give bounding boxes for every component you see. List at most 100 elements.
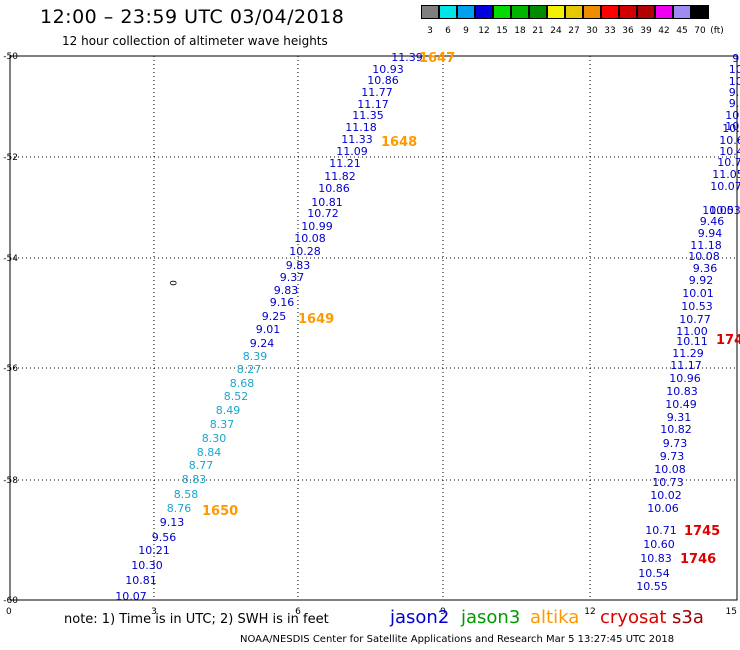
swh-value: 8.39 [243, 350, 268, 363]
legend-label: 15 [496, 26, 508, 36]
swh-value: 11.35 [352, 109, 384, 122]
swh-value: 10.72 [307, 207, 339, 220]
swh-value: 9.31 [667, 411, 692, 424]
legend-swatch [457, 5, 475, 19]
swh-value: 8.27 [237, 363, 262, 376]
swh-value: 10.21 [138, 544, 170, 557]
legend-label: 42 [658, 26, 670, 36]
swh-value: 9.36 [693, 262, 718, 275]
y-tick-label: -50 [3, 52, 18, 62]
swh-value: 10.08 [654, 463, 686, 476]
footnote: note: 1) Time is in UTC; 2) SWH is in fe… [64, 612, 329, 627]
swh-value: 9.01 [256, 323, 281, 336]
swh-value: 9.25 [262, 310, 287, 323]
x-tick-label: 15 [726, 607, 737, 617]
legend-label: 24 [550, 26, 562, 36]
legend-label: 3 [427, 26, 433, 36]
swh-value: 10.64 [719, 134, 740, 147]
swh-value: 10.45 [725, 120, 740, 133]
legend-swatch [439, 5, 457, 19]
swh-value: 11.77 [361, 86, 393, 99]
swh-value: 10.77 [679, 313, 711, 326]
swh-value: 10.02 [650, 489, 682, 502]
swh-value: 9.16 [270, 296, 295, 309]
x-tick-label: 0 [6, 607, 12, 617]
legend-swatch [529, 5, 547, 19]
legend-label: 12 [478, 26, 490, 36]
legend-label: 6 [445, 26, 451, 36]
satellite-altika: altika [530, 607, 580, 628]
time-label: 1745 [684, 524, 720, 539]
swh-value: 9.37 [280, 271, 305, 284]
legend-label: 9 [463, 26, 469, 36]
swh-value: 10.06 [647, 502, 679, 515]
swh-value: 9.24 [250, 337, 275, 350]
swh-value: 9.76 [729, 86, 740, 99]
satellite-jason2: jason2 [390, 607, 450, 628]
satellite-jason3: jason3 [461, 607, 521, 628]
legend-swatch [673, 5, 691, 19]
swh-value: 9.73 [660, 450, 685, 463]
swh-value: 10.86 [367, 74, 399, 87]
swh-value: 8.52 [224, 390, 249, 403]
swh-value: 10.00 [702, 204, 734, 217]
time-label: 1650 [202, 504, 238, 519]
time-label: 1648 [381, 135, 417, 150]
swh-value: 10.60 [643, 538, 675, 551]
swh-value: 8.77 [189, 459, 214, 472]
swh-value: 11.17 [670, 359, 702, 372]
legend-label: 27 [568, 26, 580, 36]
y-tick-label: -60 [3, 596, 18, 606]
swh-value: 10.77 [725, 109, 740, 122]
legend-swatch [583, 5, 601, 19]
swh-value: 10.49 [665, 398, 697, 411]
time-label: 1649 [298, 312, 334, 327]
swh-value: 11.39 [391, 51, 423, 64]
swh-value: 8.37 [210, 418, 235, 431]
swh-value: 9.13 [160, 516, 185, 529]
swh-value: 9.83 [286, 259, 311, 272]
swh-value: 10.71 [645, 524, 677, 537]
swh-value: 10.55 [636, 580, 668, 593]
swh-value: 10.53 [681, 300, 713, 313]
swh-value: 11.29 [672, 347, 704, 360]
legend-swatch [475, 5, 493, 19]
swh-value: 10.53 [709, 204, 740, 217]
swh-value: 10.73 [652, 476, 684, 489]
swh-value: 10.47 [719, 145, 740, 158]
legend-unit: (ft) [710, 26, 724, 36]
y-tick-label: -56 [3, 364, 18, 374]
swh-value: 8.83 [182, 473, 207, 486]
time-label: 1647 [419, 51, 455, 66]
swh-value: 10.07 [115, 590, 147, 603]
y-tick-label: -58 [3, 476, 18, 486]
legend-swatch [637, 5, 655, 19]
swh-value: 10.99 [301, 220, 333, 233]
swh-value: 9.56 [152, 531, 177, 544]
legend-label: 30 [586, 26, 598, 36]
x-tick-label: 6 [295, 607, 301, 617]
swh-value: 8.58 [174, 488, 199, 501]
swh-value: 10.11 [676, 335, 708, 348]
swh-value: 11.18 [345, 121, 377, 134]
swh-value: 10.83 [666, 385, 698, 398]
swh-value: 11.00 [676, 325, 708, 338]
legend-label: 33 [604, 26, 616, 36]
swh-value: 10.81 [311, 196, 343, 209]
swh-value: 10.08 [688, 250, 720, 263]
swh-value: 11.05 [712, 168, 740, 181]
swh-value: 9.46 [700, 215, 725, 228]
legend-label: 21 [532, 26, 544, 36]
legend-label: 36 [622, 26, 634, 36]
swh-value: 8.68 [230, 377, 255, 390]
swh-value: 10.96 [669, 372, 701, 385]
altimeter-observations: 11.3910.9310.8611.7711.1711.3511.1811.33… [115, 51, 740, 603]
swh-value: 9.92 [689, 274, 714, 287]
swh-value: 9.83 [274, 284, 299, 297]
swh-value: 10.81 [125, 574, 157, 587]
swh-value: 10.30 [131, 559, 163, 572]
swh-value: 10.1 [729, 63, 740, 76]
swh-value: 9.32 [729, 97, 740, 110]
swh-value: 8.30 [202, 432, 227, 445]
legend-swatch [691, 5, 709, 19]
